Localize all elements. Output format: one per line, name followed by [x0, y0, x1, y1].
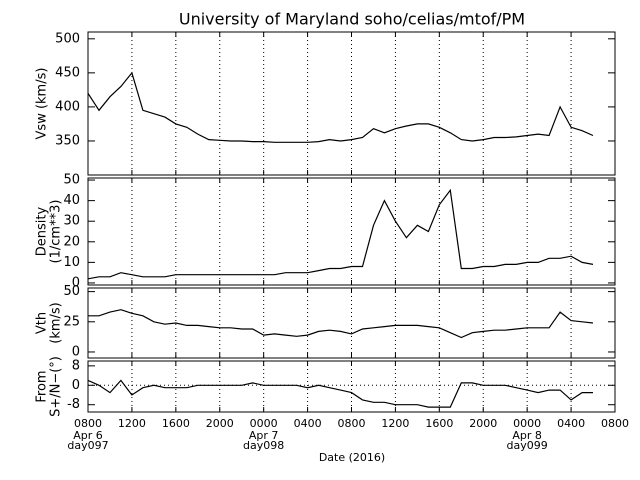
- x-tick-label: 1600: [162, 417, 190, 430]
- chart-title: University of Maryland soho/celias/mtof/…: [179, 10, 525, 29]
- x-tick-label: 1200: [118, 417, 146, 430]
- x-axis-label: Date (2016): [319, 451, 385, 464]
- y-tick-label: 8: [72, 358, 80, 373]
- x-tick-label: 2000: [206, 417, 234, 430]
- y-axis-label: Vth: [35, 312, 50, 334]
- y-tick-label: 0: [72, 344, 80, 359]
- y-tick-label: 0: [72, 378, 80, 393]
- y-tick-label: 25: [63, 314, 80, 329]
- y-axis-label: S+/N−(°): [49, 356, 64, 417]
- day-label: day099: [507, 439, 548, 452]
- y-tick-label: 20: [63, 234, 80, 249]
- panel-frame: [87, 287, 616, 359]
- x-tick-label: 0000: [250, 417, 278, 430]
- x-tick-label: 0800: [338, 417, 366, 430]
- y-tick-label: 50: [63, 284, 80, 299]
- panel-frame: [87, 31, 616, 176]
- x-tick-label: 1600: [425, 417, 453, 430]
- data-line: [88, 309, 594, 339]
- x-tick-label: 0000: [513, 417, 541, 430]
- y-tick-label: 10: [63, 255, 80, 270]
- y-axis-label: (km/s): [49, 302, 64, 344]
- x-tick-label: 0400: [294, 417, 322, 430]
- y-tick-label: 0: [72, 275, 80, 290]
- y-axis-label: (1/cm**3): [49, 200, 64, 264]
- day-label: day098: [243, 439, 284, 452]
- x-tick-label: 0800: [74, 417, 102, 430]
- y-tick-label: 50: [63, 173, 80, 188]
- panel-frame: [87, 360, 616, 413]
- y-axis-label: Vsw (km/s): [35, 68, 50, 140]
- x-tick-label: 1200: [381, 417, 409, 430]
- y-tick-label: 400: [55, 99, 80, 114]
- y-axis-label: From: [35, 370, 50, 402]
- x-tick-label: 0400: [557, 417, 585, 430]
- y-tick-label: -8: [67, 397, 80, 412]
- y-tick-label: 350: [55, 133, 80, 148]
- date-label: Apr 8: [512, 429, 542, 442]
- y-tick-label: 500: [55, 31, 80, 46]
- date-label: Apr 7: [249, 429, 279, 442]
- x-tick-label: 0800: [601, 417, 629, 430]
- y-tick-label: 30: [63, 214, 80, 229]
- y-axis-label: Density: [35, 206, 50, 256]
- data-line: [87, 71, 594, 143]
- y-tick-label: 40: [63, 193, 80, 208]
- y-tick-label: 450: [55, 65, 80, 80]
- day-label: day097: [67, 439, 108, 452]
- data-line: [87, 379, 593, 408]
- date-label: Apr 6: [73, 429, 103, 442]
- x-tick-label: 2000: [469, 417, 497, 430]
- data-line: [87, 188, 594, 280]
